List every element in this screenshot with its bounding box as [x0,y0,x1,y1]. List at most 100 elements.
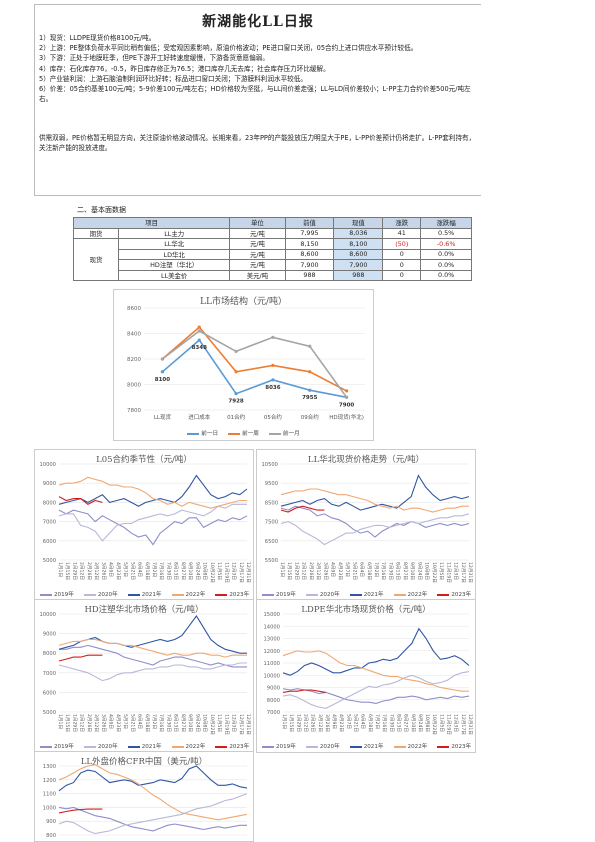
data-point [308,388,312,392]
row-pct: 0.0% [420,269,472,281]
row-item: LL华北 [117,238,231,250]
legend-label: 2022年 [185,744,206,750]
series-line [58,793,248,835]
x-tick-label: 5月7日 [345,714,351,729]
chart-legend: 2019年 2020年 2021年 2022年 2023年 [257,742,475,750]
x-tick-label: 3月12日 [93,714,99,732]
data-point [160,370,165,374]
legend-item: 2019年 [262,590,296,598]
x-tick-label: 6月18日 [366,562,372,580]
x-tick-label: 12月3日 [231,714,237,732]
y-tick-label: 8000 [43,651,56,657]
x-tick-label: 3月26日 [322,562,328,580]
data-point [308,370,312,374]
legend-label: 2021年 [141,744,162,750]
row-chg: 0 [382,248,422,260]
x-tick-label: 11月19日 [223,714,229,735]
x-tick-label: 6月18日 [144,714,150,732]
table-row: LL美金价 美元/吨 988 988 0 0.0% [74,269,472,281]
x-tick-label: 10月22日 [431,562,437,583]
chart-title: LL华北现货价格走势（元/吨） [307,455,425,465]
legend-swatch [268,432,281,435]
x-tick-label: 11月5日 [216,562,222,580]
legend-label: 2023年 [229,592,250,598]
data-label: 8348 [192,345,207,351]
x-tick-label: 7月2日 [151,714,157,729]
legend-swatch [215,745,228,748]
x-tick-label: 1月29日 [71,714,77,732]
x-tick-label: 12月3日 [231,562,237,580]
y-tick-label: 10000 [39,462,56,468]
header-item: 项目 [72,217,231,229]
legend-swatch [215,593,228,596]
report-bullets: 1）现货：LLDPE现货价格8100元/吨。 2）上游：PE整体负荷水平同比稍有… [39,33,479,104]
section-title: 二、基本面数据 [77,206,126,214]
header-curr: 现值 [333,217,384,229]
y-tick-label: 6000 [43,690,56,696]
x-tick-label: 8月27日 [403,714,409,732]
data-point [271,378,275,382]
x-tick-label: 2月12日 [79,562,85,580]
x-tick-label: 4月9日 [330,562,336,577]
x-tick-label: 4月9日 [108,714,114,729]
x-tick-label: 6月4日 [137,714,143,729]
x-tick-label: 1月15日 [64,562,70,580]
series-line [161,338,347,399]
legend-item: 2021年 [127,742,162,750]
table-row: LD华北 元/吨 8,600 8,600 0 0.0% [74,248,472,260]
y-tick-label: 7000 [43,520,56,526]
x-tick-label: 5月7日 [122,714,128,729]
series-line [58,474,248,507]
legend-label: 2020年 [97,744,118,750]
x-tick-label: 7月2日 [151,562,157,577]
data-label: 7928 [228,399,243,405]
y-tick-label: 8000 [43,500,56,506]
chart-svg: 7800 8000 8200 8400 8600 LL现货 进口成本 01合约 05合约 09合约… [127,306,365,421]
y-tick-label: 11000 [263,661,280,667]
data-point [344,395,349,399]
x-tick-label: 9月10日 [409,562,415,580]
row-item: LD华北 [117,248,231,260]
row-chg: 0 [382,269,422,281]
legend-item: 2019年 [262,742,296,750]
chart-title: HD注塑华北市场价格（元/吨） [84,605,204,615]
x-tick-label: 7月16日 [380,562,386,580]
y-tick-label: 8000 [127,383,141,389]
x-tick-label: 3月26日 [100,714,106,732]
legend-swatch [40,593,52,596]
row-prev: 8,150 [284,238,335,250]
ll-north-spot-chart: 10500 9500 8500 7500 6500 5500 1月1日 1月15日 1月29日 2… [256,449,476,601]
x-tick-label: 1月1日 [281,714,287,729]
bullet-profit: 5）产业链利润：上游石脑油制利润环比好转；标品进口窗口关闭；下游膜料利润水平较低… [39,74,307,83]
x-tick-label: 7月30日 [387,562,393,580]
x-tick-label: 2月12日 [79,714,85,732]
y-tick-label: 14000 [263,624,280,630]
series-line [280,505,325,513]
legend-swatch [393,745,406,748]
y-tick-label: 900 [46,819,56,825]
legend-label: 2019年 [276,592,296,598]
legend-item: 2020年 [83,742,118,750]
y-tick-label: 6500 [265,539,278,545]
row-item: HD注塑（华北） [117,259,231,271]
row-pct: 0.0% [420,259,472,271]
x-tick-label: 05合约 [264,413,282,421]
x-tick-label: 9月24日 [417,714,423,732]
y-tick-label: 7800 [127,408,141,414]
x-tick-label: 进口成本 [188,413,211,421]
legend-swatch [262,745,274,748]
x-tick-label: 9月24日 [194,714,200,732]
y-tick-label: 12000 [263,649,280,655]
x-tick-label: 1月15日 [286,562,292,580]
y-tick-label: 9500 [265,481,278,487]
x-tick-label: 12月3日 [453,562,459,580]
y-tick-label: 15000 [263,612,280,618]
row-curr: 8,600 [333,248,384,260]
legend-item: 2022年 [171,742,206,750]
x-tick-label: 5月21日 [129,562,135,580]
legend-label: 2019年 [54,592,74,598]
x-tick-label: 8月13日 [395,714,401,732]
legend-item: 2020年 [305,590,340,598]
